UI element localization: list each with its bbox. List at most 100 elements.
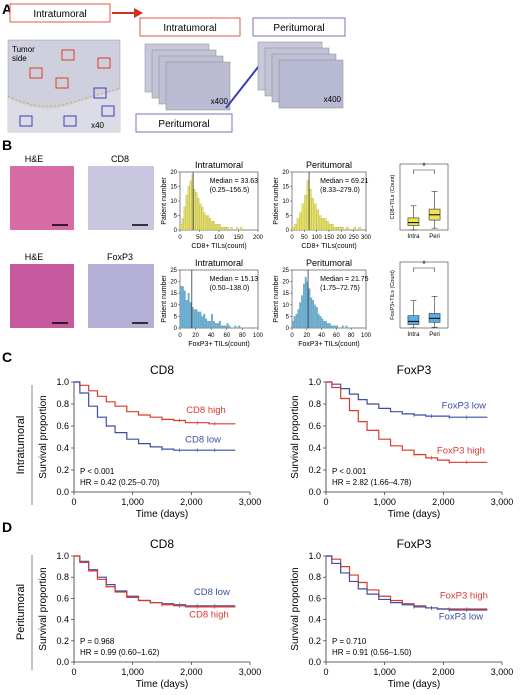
hist-bar [332,325,335,329]
x-tick-label: 100 [214,235,225,241]
y-tick-label: 0.8 [56,399,69,409]
hist-bar [308,288,311,329]
y-tick-label: 20 [170,280,177,286]
hist-bar [207,215,210,231]
region-red [29,67,43,79]
arrow-red-head [134,8,143,18]
y-tick-label: 0.2 [56,465,69,475]
hist-bar [341,227,344,231]
x-axis-label: Time (days) [136,679,188,690]
hist-bar [338,227,342,231]
hist-bar [304,195,307,231]
km-curve [74,555,236,608]
hist-bar [213,320,215,329]
box-frame [399,163,449,231]
hist-bar [199,311,202,329]
hist-bar [334,325,337,329]
y-tick-label: 0.0 [308,487,321,497]
hist-bar [189,302,192,329]
y-tick-label: 0.4 [308,615,321,625]
box-category-label: Peri [429,332,440,338]
he-image-bottom [10,264,74,328]
cd8-image [88,166,154,230]
hist-bar [293,316,296,329]
hist-bar [224,227,227,231]
median-annotation: Median = 69.21 [320,178,369,185]
peritumoral-image-stack [257,41,344,109]
x-tick-label: 0 [290,333,294,339]
y-tick-label: 25 [282,268,289,274]
stat-text: HR = 0.42 (0.25–0.70) [80,478,160,487]
x-tick-label: 1,000 [121,667,144,677]
box-category-label: Intra [407,332,420,338]
hist-bar [336,325,339,329]
hist-bar [215,224,217,231]
significance-bracket [413,267,435,272]
series-label: CD8 low [194,587,230,598]
box-iqr [407,315,420,325]
tumor-side-line1: Tumor [12,45,35,54]
x-tick-label: 2,000 [180,667,203,677]
region-blue [63,115,77,127]
hist-bar [213,221,215,231]
tumor-side-label: Tumor side [12,45,37,63]
hist-bar [216,224,219,231]
hist-bar [189,180,192,231]
x-tick-label: 150 [233,235,244,241]
box-peritumoral-2-label: Peritumoral [158,119,209,130]
mag-x400-intra: x400 [211,97,229,106]
x-tick-label: 3,000 [239,667,262,677]
y-axis-label: Survival proportion [290,567,301,650]
x-tick-label: 0 [323,497,328,507]
y-tick-label: 0.4 [56,615,69,625]
x-tick-label: 3,000 [491,497,514,507]
stat-text: P < 0.001 [80,467,115,476]
hist-bar [301,295,303,329]
hist-bar [195,309,198,329]
hist-bar [358,227,361,231]
hist-bar [341,325,344,329]
y-axis-label: Survival proportion [38,395,49,478]
hist-bar [224,325,227,329]
hist-bar [222,227,225,231]
significance-bracket [413,169,435,174]
hist-bar [201,316,204,329]
hist-bar [336,227,339,231]
x-tick-label: 40 [208,333,215,339]
x-tick-label: 0 [178,333,182,339]
hist-bar [303,283,305,329]
hist-bar [294,224,297,231]
hist-bar [230,227,233,231]
hist-bar [187,186,190,231]
x-tick-label: 100 [361,333,372,339]
hist-bar [291,320,294,329]
hist-bar [222,325,225,329]
hist-bar [345,325,348,329]
stat-text: P = 0.710 [332,637,367,646]
region-markers [19,49,115,127]
y-tick-label: 0.2 [308,636,321,646]
hist-bar [291,227,295,231]
y-tick-label: 15 [170,185,177,191]
panel-d-letter: D [2,519,12,535]
hist-bar [185,195,188,231]
x-tick-label: 3,000 [239,497,262,507]
hist-bar [353,227,356,231]
hist-bar [238,325,241,329]
hist-bar [216,323,219,329]
region-red [55,77,69,89]
y-tick-label: 1.0 [308,551,321,561]
hist-bar [209,218,211,231]
y-tick-label: 0.4 [56,443,69,453]
x-tick-label: 2,000 [432,497,455,507]
hist-bar [193,309,196,329]
hist-bar [310,297,313,329]
y-tick-label: 20 [282,280,289,286]
y-tick-label: 0.8 [56,572,69,582]
box-peritumoral-1-label: Peritumoral [273,23,324,34]
y-axis-label: CD8+TILs (Count) [390,174,396,219]
x-axis-label: CD8+ TILs(count) [301,243,356,250]
hist-title: Intratumoral [195,258,243,268]
y-tick-label: 15 [282,185,289,191]
x-tick-label: 20 [192,333,199,339]
